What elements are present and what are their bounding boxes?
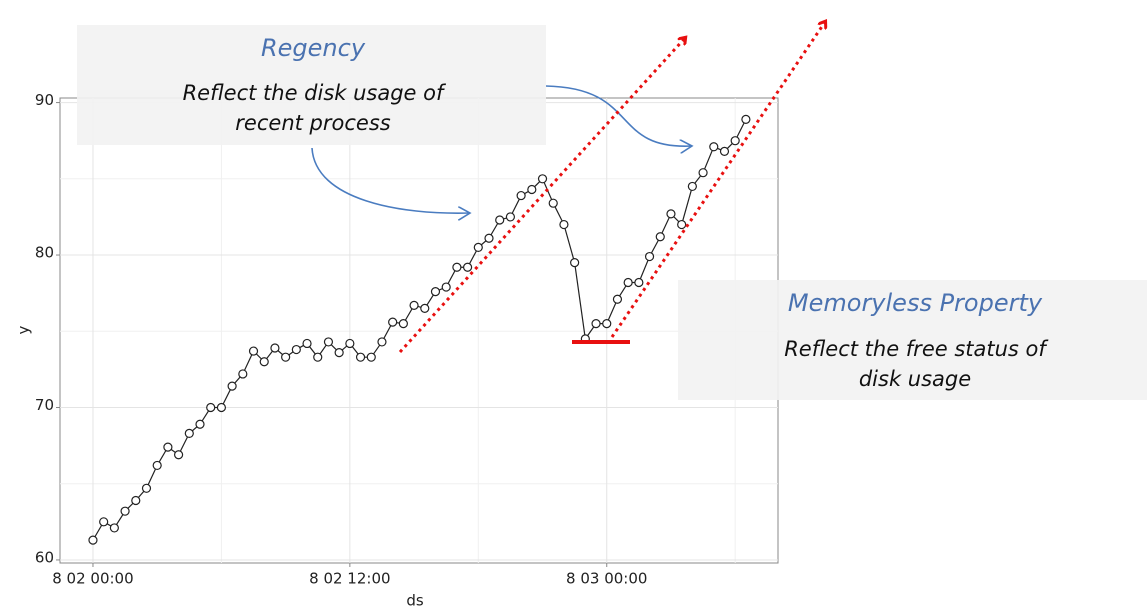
point bbox=[216, 402, 227, 413]
x-tick-label: 8 02 12:00 bbox=[309, 570, 390, 588]
point bbox=[602, 319, 612, 329]
annotation-text: disk usage bbox=[859, 367, 971, 391]
point bbox=[655, 232, 665, 242]
point bbox=[99, 517, 109, 527]
point bbox=[462, 262, 473, 272]
point bbox=[227, 381, 237, 391]
point bbox=[152, 460, 162, 471]
point bbox=[420, 303, 430, 313]
point bbox=[109, 523, 119, 533]
point bbox=[141, 483, 152, 493]
point bbox=[259, 357, 269, 367]
point bbox=[88, 535, 98, 545]
annotation-box bbox=[77, 25, 546, 145]
point bbox=[698, 168, 708, 178]
point bbox=[291, 344, 301, 355]
point bbox=[666, 209, 676, 219]
point bbox=[398, 319, 408, 329]
y-tick-label: 70 bbox=[35, 396, 54, 414]
point bbox=[377, 337, 387, 347]
point bbox=[516, 190, 526, 201]
annotation-arrow bbox=[311, 147, 470, 213]
point bbox=[677, 219, 687, 230]
point bbox=[612, 294, 623, 304]
annotation-title: Memoryless Property bbox=[788, 289, 1043, 317]
trend-arrow bbox=[610, 22, 825, 338]
point bbox=[441, 282, 451, 292]
y-axis-label: y bbox=[15, 325, 33, 334]
point bbox=[559, 219, 569, 230]
annotation-text: Reflect the free status of bbox=[784, 337, 1049, 361]
point bbox=[163, 442, 173, 452]
x-axis-label: ds bbox=[406, 592, 424, 610]
point bbox=[505, 212, 516, 222]
point bbox=[120, 506, 130, 516]
annotation-title: Regency bbox=[261, 34, 366, 62]
point bbox=[355, 352, 366, 362]
point bbox=[248, 346, 259, 356]
annotation-box bbox=[678, 280, 1147, 400]
point bbox=[484, 233, 494, 243]
point bbox=[687, 181, 697, 192]
point bbox=[527, 184, 537, 195]
point bbox=[570, 258, 580, 268]
point bbox=[644, 251, 655, 262]
point bbox=[302, 338, 312, 349]
point bbox=[709, 142, 719, 152]
point bbox=[730, 136, 740, 146]
x-tick-label: 8 03 00:00 bbox=[566, 570, 647, 588]
point bbox=[719, 146, 730, 156]
point bbox=[206, 402, 216, 413]
point bbox=[430, 287, 441, 297]
point bbox=[623, 277, 633, 288]
annotation-arrow bbox=[545, 85, 692, 146]
point bbox=[409, 300, 419, 310]
annotation-text: Reflect the disk usage of bbox=[183, 81, 447, 105]
point bbox=[495, 215, 505, 225]
point bbox=[323, 337, 334, 347]
point bbox=[591, 319, 601, 329]
plot-area bbox=[56, 97, 779, 567]
point bbox=[313, 352, 323, 362]
x-tick-label: 8 02 00:00 bbox=[52, 570, 133, 588]
point bbox=[173, 450, 184, 460]
point bbox=[238, 369, 248, 379]
point bbox=[270, 343, 280, 353]
point bbox=[334, 348, 344, 358]
trend-arrow bbox=[398, 38, 685, 354]
point bbox=[537, 174, 548, 184]
point bbox=[634, 277, 644, 288]
point bbox=[184, 428, 194, 439]
point bbox=[345, 338, 355, 349]
y-tick-label: 60 bbox=[35, 548, 54, 566]
y-tick-label: 80 bbox=[35, 244, 54, 262]
point bbox=[452, 262, 462, 272]
point bbox=[473, 242, 483, 253]
point bbox=[741, 114, 751, 124]
y-tick-label: 90 bbox=[35, 91, 54, 109]
point bbox=[548, 198, 558, 208]
point bbox=[131, 495, 141, 506]
point bbox=[281, 352, 291, 362]
annotation-text: recent process bbox=[235, 111, 390, 135]
point bbox=[195, 419, 205, 429]
point bbox=[366, 352, 376, 362]
point bbox=[388, 317, 398, 327]
